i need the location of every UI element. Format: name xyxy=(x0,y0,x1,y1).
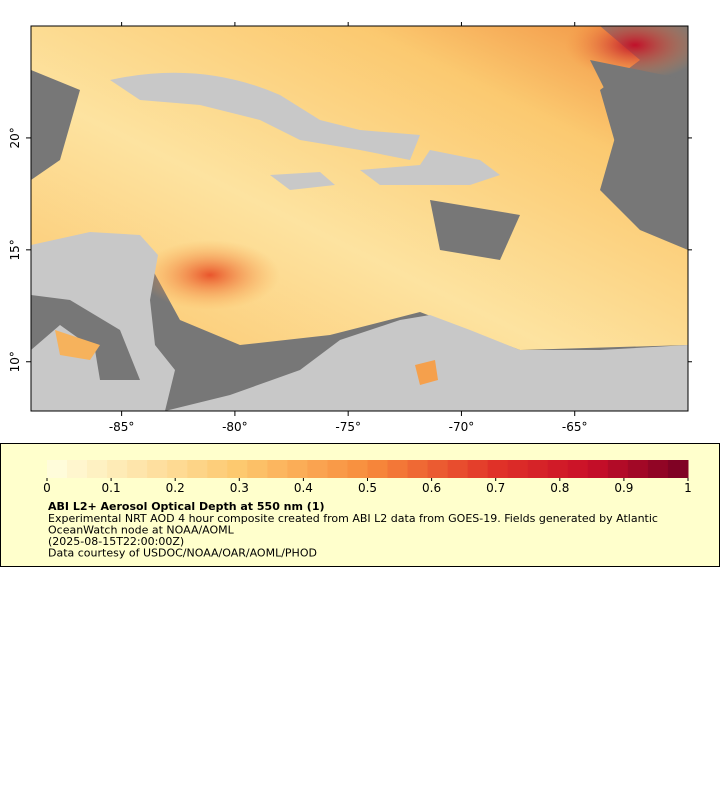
legend-title: ABI L2+ Aerosol Optical Depth at 550 nm … xyxy=(48,500,325,513)
legend-line: Experimental NRT AOD 4 hour composite cr… xyxy=(48,512,658,525)
no-data xyxy=(430,200,520,260)
aerosol-high xyxy=(140,240,280,310)
colorbar-cell xyxy=(227,460,248,478)
colorbar-tick-label: 1 xyxy=(684,481,692,495)
colorbar-cell xyxy=(327,460,348,478)
legend-line: OceanWatch node at NOAA/AOML xyxy=(48,524,235,537)
colorbar-cell xyxy=(207,460,228,478)
x-tick-label: -75° xyxy=(335,420,361,434)
x-tick-label: -85° xyxy=(109,420,135,434)
colorbar-cell xyxy=(487,460,509,478)
colorbar-cell xyxy=(147,460,168,478)
colorbar-cell xyxy=(447,460,469,478)
colorbar-tick-label: 0 xyxy=(43,481,51,495)
colorbar-tick-label: 0.7 xyxy=(486,481,505,495)
colorbar-cell xyxy=(587,460,609,478)
x-tick-label: -65° xyxy=(562,420,588,434)
y-tick-label: 15° xyxy=(8,239,22,260)
aerosol-field xyxy=(415,360,438,385)
land xyxy=(110,72,420,160)
colorbar-cell xyxy=(627,460,649,478)
colorbar-cell xyxy=(287,460,308,478)
legend-line: Data courtesy of USDOC/NOAA/OAR/AOML/PHO… xyxy=(48,547,317,560)
colorbar-cell xyxy=(467,460,489,478)
colorbar-cell xyxy=(387,460,409,478)
colorbar-tick-label: 0.2 xyxy=(166,481,185,495)
x-tick-label: -70° xyxy=(449,420,475,434)
colorbar-cell xyxy=(187,460,208,478)
colorbar-cell xyxy=(247,460,268,478)
map-frame xyxy=(30,25,689,412)
colorbar-cell xyxy=(367,460,389,478)
colorbar-cell xyxy=(67,460,88,478)
colorbar-tick-label: 0.4 xyxy=(294,481,313,495)
aerosol-field xyxy=(55,330,100,360)
colorbar-cell xyxy=(427,460,449,478)
colorbar-cell xyxy=(567,460,589,478)
colorbar-tick-label: 0.6 xyxy=(422,481,441,495)
map-image xyxy=(31,26,688,411)
colorbar-cell xyxy=(347,460,368,478)
no-data xyxy=(31,70,80,180)
colorbar-tick-label: 0.1 xyxy=(102,481,121,495)
x-tick-label: -80° xyxy=(222,420,248,434)
y-tick-label: 10° xyxy=(8,351,22,372)
land xyxy=(31,232,175,411)
colorbar-cell xyxy=(167,460,188,478)
colorbar-cell xyxy=(507,460,529,478)
colorbar-cell xyxy=(47,460,68,478)
colorbar-cell xyxy=(87,460,108,478)
colorbar-tick-label: 0.8 xyxy=(550,481,569,495)
colorbar-tick-label: 0.3 xyxy=(230,481,249,495)
no-data xyxy=(590,60,688,250)
colorbar-cell xyxy=(527,460,549,478)
land xyxy=(360,150,500,185)
y-tick-label: 20° xyxy=(8,127,22,148)
colorbar-cell xyxy=(667,460,689,478)
colorbar-cell xyxy=(647,460,669,478)
colorbar-cell xyxy=(547,460,569,478)
colorbar-cell xyxy=(307,460,328,478)
colorbar-tick-label: 0.9 xyxy=(614,481,633,495)
colorbar-cell xyxy=(267,460,288,478)
colorbar-cell xyxy=(107,460,128,478)
land xyxy=(270,172,335,190)
colorbar-cell xyxy=(407,460,429,478)
colorbar-tick-label: 0.5 xyxy=(358,481,377,495)
legend-line: (2025-08-15T22:00:00Z) xyxy=(48,535,184,548)
colorbar-cell xyxy=(607,460,629,478)
colorbar-cell xyxy=(127,460,148,478)
